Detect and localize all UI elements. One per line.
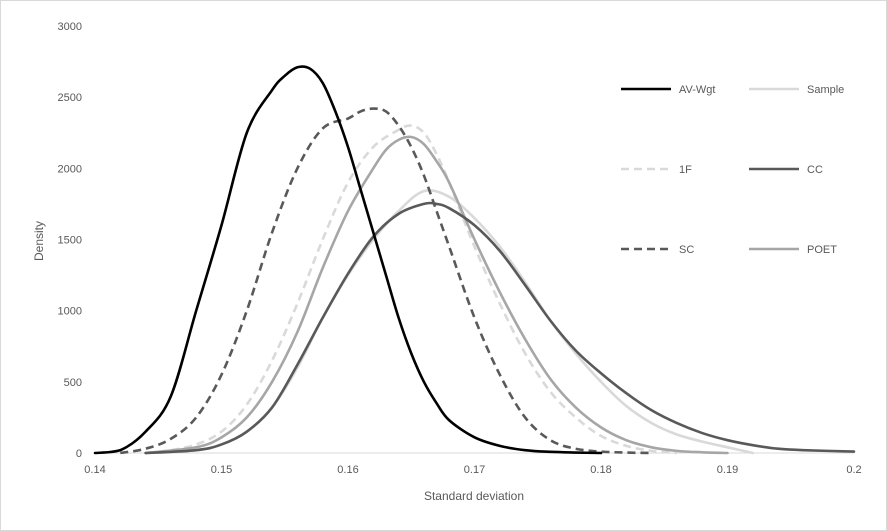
series-lines bbox=[93, 65, 856, 455]
legend-item: CC bbox=[749, 164, 823, 176]
x-tick-label: 0.14 bbox=[84, 464, 105, 476]
series-line-av-wgt bbox=[93, 65, 603, 455]
series-line-sc bbox=[120, 107, 652, 455]
series-line-sample bbox=[144, 189, 755, 455]
y-tick-label: 2500 bbox=[58, 92, 82, 104]
series-line-1f bbox=[145, 124, 678, 455]
legend-label: SC bbox=[679, 244, 694, 256]
y-tick-label: 0 bbox=[76, 448, 82, 460]
legend-item: SC bbox=[621, 244, 694, 256]
legend-item: AV-Wgt bbox=[621, 84, 715, 96]
series-line-poet bbox=[144, 135, 729, 455]
x-axis-title: Standard deviation bbox=[424, 489, 524, 503]
y-axis-ticks: 0 500 1000 1500 2000 2500 3000 bbox=[58, 21, 82, 460]
legend-item: Sample bbox=[749, 84, 844, 96]
legend: AV-Wgt Sample 1F CC SC POET bbox=[621, 84, 844, 256]
legend-label: Sample bbox=[807, 84, 844, 96]
legend-item: 1F bbox=[621, 164, 692, 176]
x-tick-label: 0.16 bbox=[337, 464, 358, 476]
y-tick-label: 3000 bbox=[58, 21, 82, 33]
x-tick-label: 0.2 bbox=[846, 464, 861, 476]
x-tick-label: 0.19 bbox=[717, 464, 738, 476]
legend-label: AV-Wgt bbox=[679, 84, 715, 96]
series-line-cc bbox=[144, 201, 856, 455]
x-tick-label: 0.18 bbox=[590, 464, 611, 476]
y-tick-label: 2000 bbox=[58, 163, 82, 175]
y-tick-label: 1000 bbox=[58, 306, 82, 318]
x-axis-ticks: 0.14 0.15 0.16 0.17 0.18 0.19 0.2 bbox=[84, 464, 861, 476]
legend-label: 1F bbox=[679, 164, 692, 176]
y-tick-label: 1500 bbox=[58, 235, 82, 247]
y-tick-label: 500 bbox=[64, 377, 82, 389]
y-axis-title: Density bbox=[32, 221, 46, 261]
legend-label: POET bbox=[807, 244, 837, 256]
x-tick-label: 0.17 bbox=[464, 464, 485, 476]
x-tick-label: 0.15 bbox=[211, 464, 232, 476]
legend-label: CC bbox=[807, 164, 823, 176]
legend-item: POET bbox=[749, 244, 837, 256]
